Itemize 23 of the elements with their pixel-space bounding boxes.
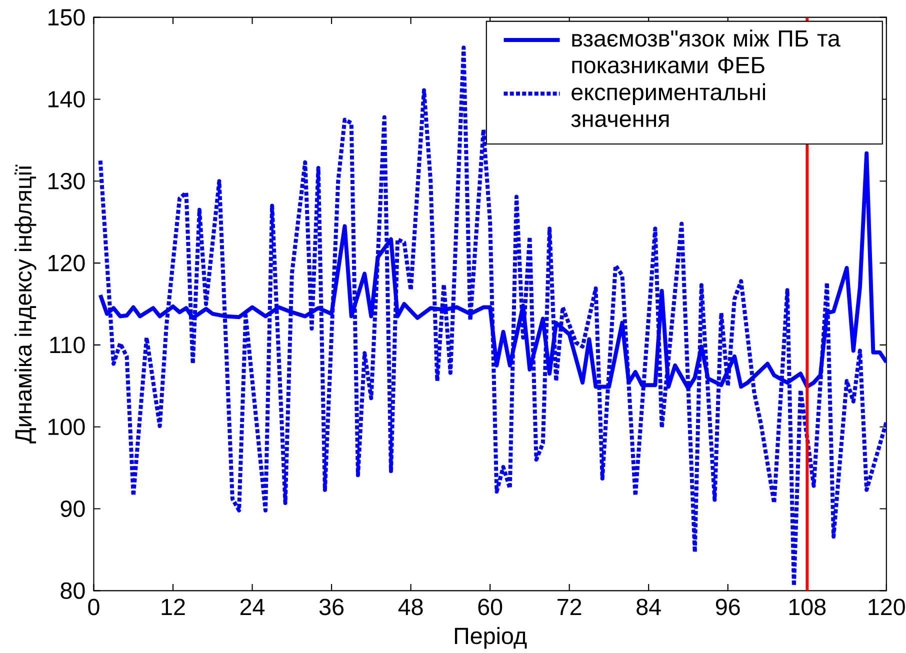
x-tick-label: 108 [789, 598, 826, 616]
y-tick-label: 90 [60, 500, 85, 517]
y-tick-label: 100 [48, 418, 85, 436]
x-tick-label: 12 [162, 598, 185, 615]
x-tick-label: 96 [716, 598, 740, 616]
y-tick-label: 150 [48, 9, 85, 26]
y-axis-title: Динаміка індексу інфляції [14, 164, 36, 444]
x-tick-label: 120 [868, 598, 905, 616]
x-tick-label: 24 [240, 598, 265, 615]
x-tick-label: 72 [558, 598, 582, 615]
y-tick-label: 110 [50, 336, 85, 354]
y-tick-label: 80 [60, 582, 85, 599]
legend-label: експериментальні значення [571, 83, 766, 128]
x-tick-label: 84 [636, 598, 661, 616]
x-tick-label: 36 [319, 598, 344, 616]
y-tick-label: 120 [48, 254, 85, 272]
y-tick-label: 130 [48, 172, 85, 190]
x-axis-title: Період [454, 627, 527, 649]
x-tick-label: 60 [478, 598, 502, 616]
x-tick-label: 0 [88, 598, 100, 616]
x-tick-label: 48 [398, 598, 423, 616]
line-series [98, 46, 886, 588]
y-tick-label: 140 [48, 90, 85, 108]
